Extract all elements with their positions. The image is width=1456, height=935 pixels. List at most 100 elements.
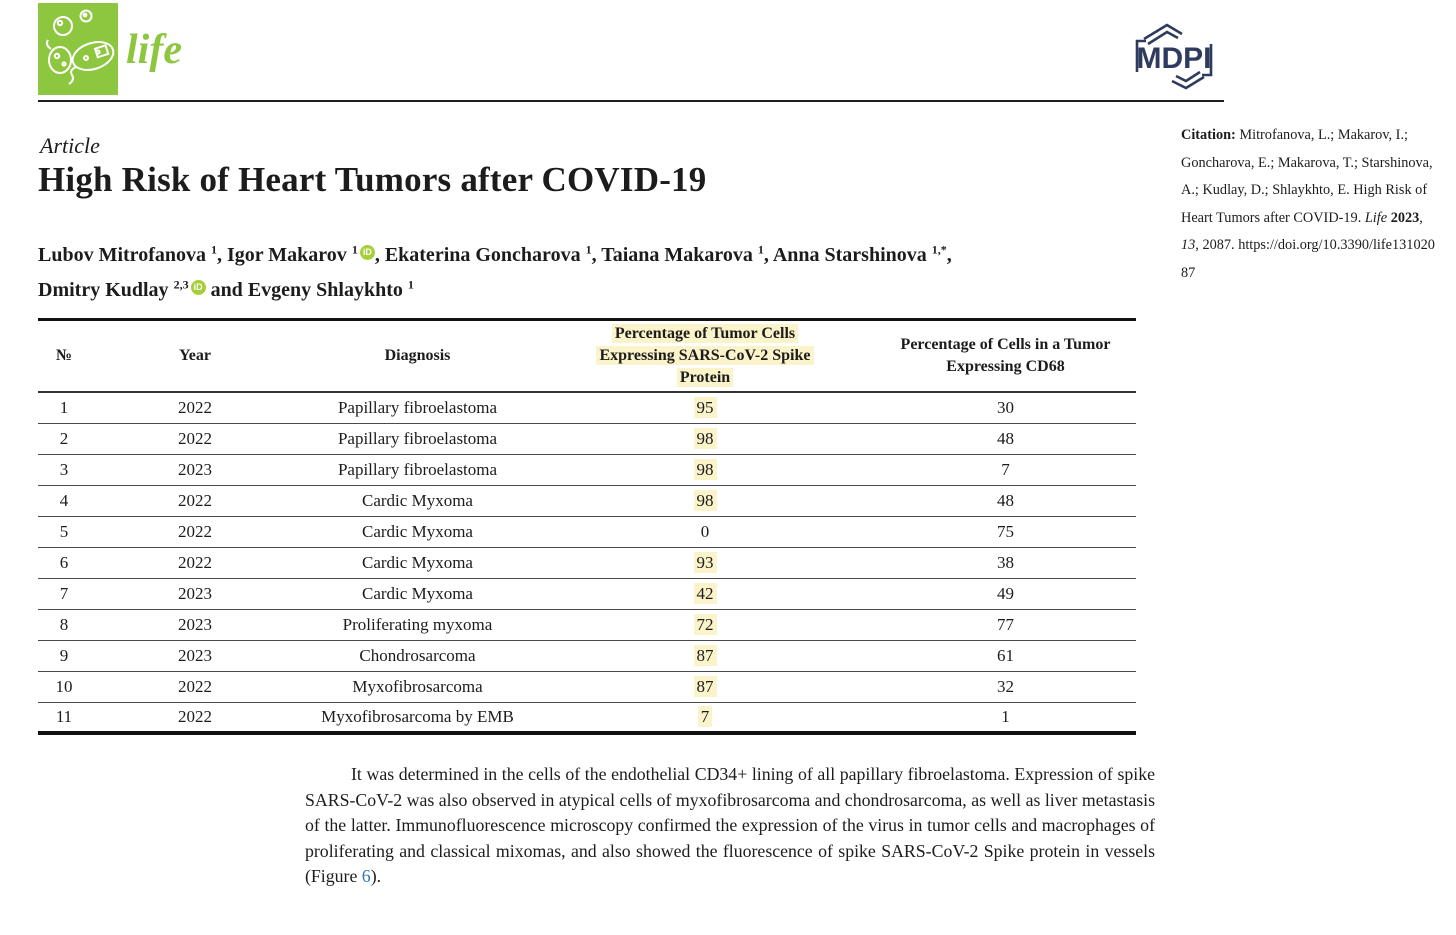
author: Evgeny Shlaykhto 1 (247, 277, 414, 302)
table-row: 2 2022 Papillary fibroelastoma 98 48 (38, 422, 1136, 454)
table-header: № Year Diagnosis Percentage of Tumor Cel… (38, 319, 1136, 393)
spike-value: 87 (693, 644, 717, 666)
spike-value: 98 (693, 458, 717, 480)
orcid-icon[interactable]: iD (190, 280, 206, 296)
figure-6-link[interactable]: 6 (361, 866, 371, 887)
page-title: High Risk of Heart Tumors after COVID-19 (38, 160, 707, 199)
cell-spike-percentage: 93 (535, 546, 875, 578)
cell-cd68-percentage: 49 (875, 577, 1136, 609)
header-divider (38, 100, 1224, 102)
cell-diagnosis: Cardic Myxoma (300, 577, 535, 609)
cell-spike-percentage: 7 (535, 701, 875, 733)
affiliation-superscript: 1 (351, 242, 358, 256)
citation-segment: , 2087. (1195, 237, 1239, 254)
table-row: 10 2022 Myxofibrosarcoma 87 32 (38, 670, 1136, 702)
table-row: 11 2022 Myxofibrosarcoma by EMB 7 1 (38, 701, 1136, 733)
cell-spike-percentage: 98 (535, 484, 875, 516)
citation-text: Mitrofanova, L.; Makarov, I.; Goncharova… (1181, 127, 1435, 281)
table-row: 7 2023 Cardic Myxoma 42 49 (38, 577, 1136, 609)
citation-block: Citation: Mitrofanova, L.; Makarov, I.; … (1181, 122, 1437, 288)
cell-year: 2022 (90, 670, 300, 702)
cell-cd68-percentage: 48 (875, 422, 1136, 454)
microbes-icon (46, 9, 115, 85)
cell-number: 2 (38, 422, 90, 454)
cell-spike-percentage: 87 (535, 639, 875, 671)
cell-cd68-percentage: 32 (875, 670, 1136, 702)
col-header-year: Year (90, 319, 300, 393)
spike-value: 7 (697, 705, 713, 727)
table-row: 5 2022 Cardic Myxoma 0 75 (38, 515, 1136, 547)
cell-diagnosis: Cardic Myxoma (300, 515, 535, 547)
cell-year: 2023 (90, 577, 300, 609)
cell-spike-percentage: 0 (535, 515, 875, 547)
table-row: 6 2022 Cardic Myxoma 93 38 (38, 546, 1136, 578)
affiliation-superscript: 1,* (931, 242, 947, 256)
cell-year: 2023 (90, 453, 300, 485)
doi-link[interactable]: https://doi.org/10.3390/life13102087 (1181, 237, 1435, 281)
paragraph-text-end: ). (370, 866, 382, 887)
cell-diagnosis: Myxofibrosarcoma by EMB (300, 701, 535, 733)
cell-spike-percentage: 72 (535, 608, 875, 640)
cell-number: 6 (38, 546, 90, 578)
tumor-cases-table: № Year Diagnosis Percentage of Tumor Cel… (38, 318, 1136, 735)
cell-number: 8 (38, 608, 90, 640)
cell-number: 3 (38, 453, 90, 485)
cell-diagnosis: Chondrosarcoma (300, 639, 535, 671)
cell-diagnosis: Myxofibrosarcoma (300, 670, 535, 702)
affiliation-superscript: 1 (585, 242, 592, 256)
spike-value: 95 (693, 396, 717, 418)
author: Igor Makarov 1 iD, (226, 242, 385, 266)
citation-segment: 2023 (1390, 209, 1420, 226)
spike-value: 98 (693, 489, 717, 511)
cell-spike-percentage: 95 (535, 392, 875, 423)
cell-cd68-percentage: 38 (875, 546, 1136, 578)
cell-number: 11 (38, 701, 90, 733)
affiliation-superscript: 1 (407, 277, 414, 292)
affiliation-superscript: 1 (210, 242, 217, 256)
cell-cd68-percentage: 75 (875, 515, 1136, 547)
author: Taiana Makarova 1, (601, 242, 773, 266)
mdpi-logo: MDPI (1124, 20, 1224, 96)
orcid-icon[interactable]: iD (359, 244, 375, 260)
cell-spike-percentage: 98 (535, 422, 875, 454)
col-header-spike: Percentage of Tumor Cells Expressing SAR… (535, 319, 875, 393)
cell-diagnosis: Proliferating myxoma (300, 608, 535, 640)
cell-year: 2023 (90, 639, 300, 671)
spike-value: 0 (700, 521, 710, 541)
cell-diagnosis: Papillary fibroelastoma (300, 422, 535, 454)
cell-year: 2022 (90, 422, 300, 454)
spike-value: 72 (693, 613, 717, 635)
cell-year: 2022 (90, 546, 300, 578)
col-header-number: № (38, 319, 90, 393)
abstract-paragraph: It was determined in the cells of the en… (305, 762, 1155, 890)
cell-diagnosis: Papillary fibroelastoma (337, 397, 498, 417)
paragraph-text: It was determined in the cells of the en… (305, 764, 1155, 887)
cell-cd68-percentage: 77 (875, 608, 1136, 640)
col-header-diagnosis: Diagnosis (300, 319, 535, 393)
affiliation-superscript: 1 (757, 242, 764, 256)
citation-segment: Mitrofanova, L.; Makarov, I.; Goncharova… (1181, 127, 1433, 226)
mdpi-text: MDPI (1137, 42, 1212, 75)
author: Dmitry Kudlay 2,3 iD and (38, 277, 248, 302)
table-row: 3 2023 Papillary fibroelastoma 98 7 (38, 453, 1136, 485)
cell-number: 4 (38, 484, 90, 516)
cell-number: 7 (38, 577, 90, 609)
citation-segment: Life (1364, 209, 1388, 226)
cell-diagnosis: Cardic Myxoma (300, 546, 535, 578)
table-row: 4 2022 Cardic Myxoma 98 48 (38, 484, 1136, 516)
table-body: 1 2022 Papillary fibroelastoma 95 30 2 2022 Pap… (38, 392, 1136, 733)
cell-cd68-percentage: 48 (875, 484, 1136, 516)
spike-value: 42 (693, 582, 717, 604)
cell-year: 2022 (178, 397, 212, 417)
cell-number: 5 (38, 515, 90, 547)
cell-year: 2022 (90, 484, 300, 516)
spike-value: 98 (693, 427, 717, 449)
cell-spike-percentage: 98 (535, 453, 875, 485)
table-row: 8 2023 Proliferating myxoma 72 77 (38, 608, 1136, 640)
citation-label: Citation: (1181, 127, 1236, 143)
cell-number: 9 (38, 639, 90, 671)
table-row: 1 2022 Papillary fibroelastoma 95 30 (38, 392, 1136, 423)
cell-year: 2022 (90, 701, 300, 733)
cell-year: 2023 (90, 608, 300, 640)
